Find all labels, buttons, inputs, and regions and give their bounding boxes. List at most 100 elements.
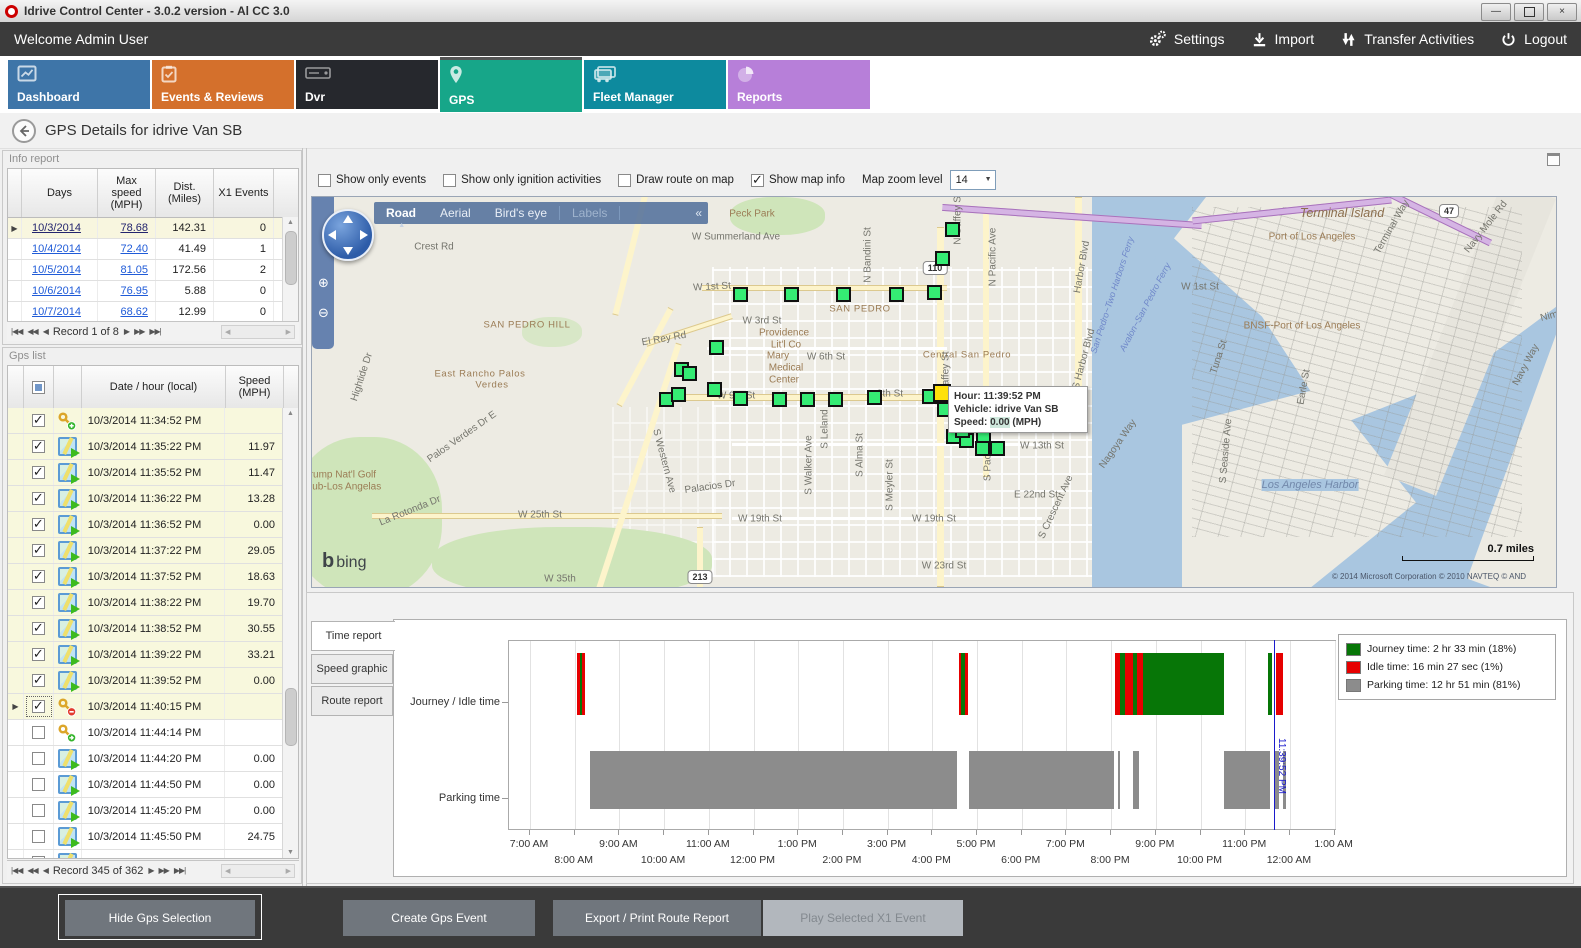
table-row[interactable]: 10/4/2014 72.40 41.49 1	[8, 239, 298, 260]
prev-group-icon[interactable]: ◀◀	[27, 327, 38, 336]
row-checkbox-cell[interactable]	[24, 616, 54, 641]
option-checkbox[interactable]	[443, 173, 457, 187]
gps-row[interactable]: 10/3/2014 11:36:52 PM0.00	[8, 512, 283, 538]
zoom-in-icon[interactable]: ⊕	[318, 275, 329, 290]
row-checkbox[interactable]	[31, 672, 45, 688]
map-style-labels[interactable]: Labels	[559, 206, 621, 220]
row-checkbox-cell[interactable]	[24, 460, 54, 485]
nav-tab-fleet-manager[interactable]: Fleet Manager	[584, 60, 726, 109]
header-action-import[interactable]: Import	[1251, 31, 1314, 48]
gps-row[interactable]: 10/3/2014 11:34:52 PM	[8, 408, 283, 434]
gps-row[interactable]: ▶ 10/3/2014 11:40:15 PM	[8, 694, 283, 720]
col-speed[interactable]: Speed (MPH)	[226, 366, 284, 408]
gps-marker[interactable]	[709, 340, 724, 355]
minimize-button[interactable]: —	[1481, 3, 1511, 21]
header-action-settings[interactable]: Settings	[1147, 29, 1225, 49]
row-checkbox[interactable]	[31, 620, 45, 636]
row-checkbox[interactable]	[31, 752, 45, 765]
gps-marker[interactable]	[772, 392, 787, 407]
row-checkbox-cell[interactable]	[24, 824, 54, 849]
col-x1-events[interactable]: X1 Events	[214, 169, 274, 217]
header-action-logout[interactable]: Logout	[1500, 31, 1567, 48]
row-checkbox[interactable]	[31, 542, 45, 558]
gps-marker[interactable]	[935, 251, 950, 266]
prev-page-icon[interactable]: ◀	[42, 866, 49, 875]
tab-route-report[interactable]: Route report	[311, 686, 393, 716]
row-checkbox-cell[interactable]	[24, 642, 54, 667]
row-checkbox[interactable]	[31, 438, 45, 454]
collapse-toolbar-icon[interactable]: «	[695, 206, 702, 220]
close-button[interactable]: ×	[1547, 3, 1577, 21]
table-row[interactable]: 10/6/2014 76.95 5.88 0	[8, 281, 298, 302]
map-style-aerial[interactable]: Aerial	[440, 206, 471, 220]
gps-marker[interactable]	[707, 382, 722, 397]
col-dist[interactable]: Dist. (Miles)	[156, 169, 214, 217]
gps-row[interactable]: 10/3/2014 11:39:52 PM0.00	[8, 668, 283, 694]
maximize-button[interactable]	[1514, 3, 1544, 21]
day-link[interactable]: 10/6/2014	[32, 285, 81, 297]
first-page-icon[interactable]: |◀◀	[11, 866, 23, 875]
row-checkbox-cell[interactable]	[24, 694, 54, 719]
pan-down-icon[interactable]	[343, 247, 353, 255]
prev-page-icon[interactable]: ◀	[42, 327, 49, 336]
row-checkbox-cell[interactable]	[24, 486, 54, 511]
gps-marker[interactable]	[889, 287, 904, 302]
info-scrollbar[interactable]: ▲▼	[282, 217, 298, 340]
zoom-out-icon[interactable]: ⊖	[318, 305, 329, 320]
header-action-transfer-activities[interactable]: Transfer Activities	[1340, 31, 1474, 48]
row-checkbox-cell[interactable]	[24, 668, 54, 693]
row-checkbox[interactable]	[31, 830, 45, 843]
row-checkbox-cell[interactable]	[24, 850, 54, 858]
row-checkbox-cell[interactable]	[24, 590, 54, 615]
nav-tab-events-reviews[interactable]: Events & Reviews	[152, 60, 294, 109]
option-show-only-ignition-activities[interactable]: Show only ignition activities	[443, 173, 601, 187]
max-speed-link[interactable]: 68.62	[120, 306, 148, 318]
col-date-hour[interactable]: Date / hour (local)	[82, 366, 226, 408]
table-row[interactable]: 10/7/2014 68.62 12.99 0	[8, 302, 298, 323]
option-checkbox[interactable]	[318, 173, 331, 187]
row-checkbox-cell[interactable]	[24, 746, 54, 771]
nav-tab-dvr[interactable]: Dvr	[296, 60, 438, 109]
row-checkbox-cell[interactable]	[24, 772, 54, 797]
nav-tab-reports[interactable]: Reports	[728, 60, 870, 109]
gps-marker[interactable]	[800, 392, 815, 407]
pager-hscroll[interactable]: ◀ ▶	[221, 324, 295, 339]
map-compass-control[interactable]	[322, 209, 374, 261]
gps-marker[interactable]	[682, 366, 697, 381]
footer-button-hide-gps-selection[interactable]: Hide Gps Selection	[65, 900, 255, 936]
row-checkbox[interactable]	[31, 568, 45, 584]
gps-row[interactable]: 10/3/2014 11:44:20 PM 0.00	[8, 746, 283, 772]
gps-marker[interactable]	[784, 287, 799, 302]
map-style-road[interactable]: Road	[374, 206, 428, 229]
max-speed-link[interactable]: 81.05	[120, 264, 148, 276]
pan-right-icon[interactable]	[360, 230, 368, 240]
gps-marker[interactable]	[975, 441, 990, 456]
pan-left-icon[interactable]	[328, 230, 336, 240]
gps-marker[interactable]	[733, 391, 748, 406]
max-speed-link[interactable]: 72.40	[120, 243, 148, 255]
nav-tab-gps[interactable]: GPS	[440, 57, 582, 112]
prev-group-icon[interactable]: ◀◀	[27, 866, 38, 875]
select-all-checkbox[interactable]	[32, 380, 45, 394]
option-show-only-events[interactable]: Show only events	[318, 173, 426, 187]
row-checkbox-cell[interactable]	[24, 434, 54, 459]
row-checkbox[interactable]	[31, 726, 45, 739]
last-page-icon[interactable]: ▶▶|	[149, 327, 161, 336]
gps-row[interactable]: 10/3/2014 11:45:20 PM 0.00	[8, 798, 283, 824]
map-canvas[interactable]: Road Aerial Bird's eye Labels « ⊕ ⊖ Crest R…	[311, 196, 1557, 588]
row-checkbox-cell[interactable]	[24, 538, 54, 563]
gps-row[interactable]: 10/3/2014 11:46:20 PM17.93	[8, 850, 283, 858]
row-checkbox[interactable]	[31, 698, 45, 714]
tab-speed-graphic[interactable]: Speed graphic	[311, 654, 393, 684]
option-draw-route-on-map[interactable]: Draw route on map	[618, 173, 734, 187]
gps-marker[interactable]	[733, 287, 748, 302]
gps-marker[interactable]	[990, 441, 1005, 456]
row-checkbox-cell[interactable]	[24, 512, 54, 537]
row-checkbox[interactable]	[31, 646, 45, 662]
panel-splitter[interactable]	[302, 148, 303, 886]
tab-time-report[interactable]: Time report	[311, 621, 395, 651]
